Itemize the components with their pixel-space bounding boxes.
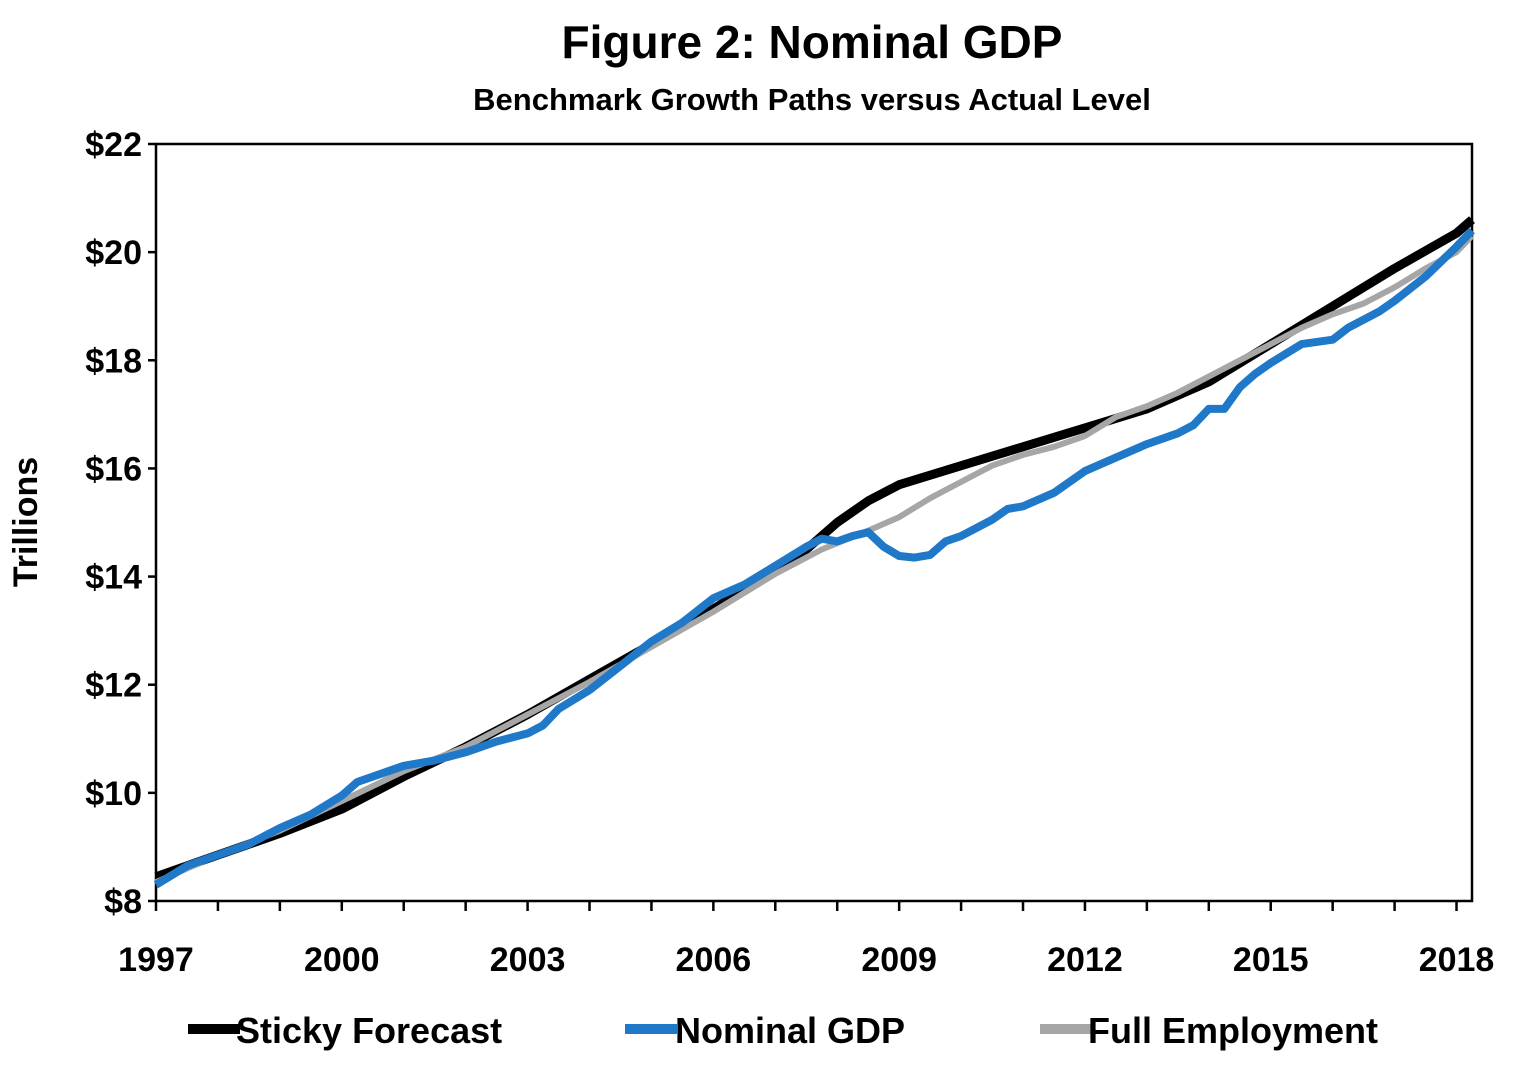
x-axis: 1997 2000 2003 2006 2009 2012 2015 2018 xyxy=(118,901,1494,979)
x-tick-label: 1997 xyxy=(118,941,194,979)
legend-label-nominal-gdp: Nominal GDP xyxy=(675,1010,905,1051)
y-axis: $8 $10 $12 $14 $16 $18 $20 $22 xyxy=(85,126,156,921)
legend-label-sticky-forecast: Sticky Forecast xyxy=(236,1010,502,1051)
y-tick-label: $8 xyxy=(104,883,142,921)
legend-label-full-employment: Full Employment xyxy=(1088,1010,1378,1051)
legend: Sticky Forecast Nominal GDP Full Employm… xyxy=(188,1010,1378,1051)
x-tick-label: 2018 xyxy=(1419,941,1495,979)
y-tick-label: $10 xyxy=(85,775,142,813)
y-tick-label: $16 xyxy=(85,450,142,488)
y-tick-label: $20 xyxy=(85,234,142,272)
x-tick-label: 2012 xyxy=(1047,941,1123,979)
chart-title: Figure 2: Nominal GDP xyxy=(562,16,1063,68)
x-tick-label: 2006 xyxy=(676,941,752,979)
series-line-nominal-gdp xyxy=(153,227,1475,889)
y-axis-title: Trillions xyxy=(7,457,45,587)
x-tick-label: 2000 xyxy=(304,941,380,979)
x-tick-label: 2009 xyxy=(861,941,937,979)
y-tick-label: $18 xyxy=(85,342,142,380)
series-group xyxy=(153,216,1475,889)
chart-subtitle: Benchmark Growth Paths versus Actual Lev… xyxy=(473,82,1151,117)
x-tick-label: 2003 xyxy=(490,941,566,979)
y-tick-label: $22 xyxy=(85,126,142,164)
y-tick-label: $14 xyxy=(85,559,142,597)
x-tick-label: 2015 xyxy=(1233,941,1309,979)
series-line-full-employment xyxy=(154,233,1475,885)
y-tick-label: $12 xyxy=(85,667,142,705)
